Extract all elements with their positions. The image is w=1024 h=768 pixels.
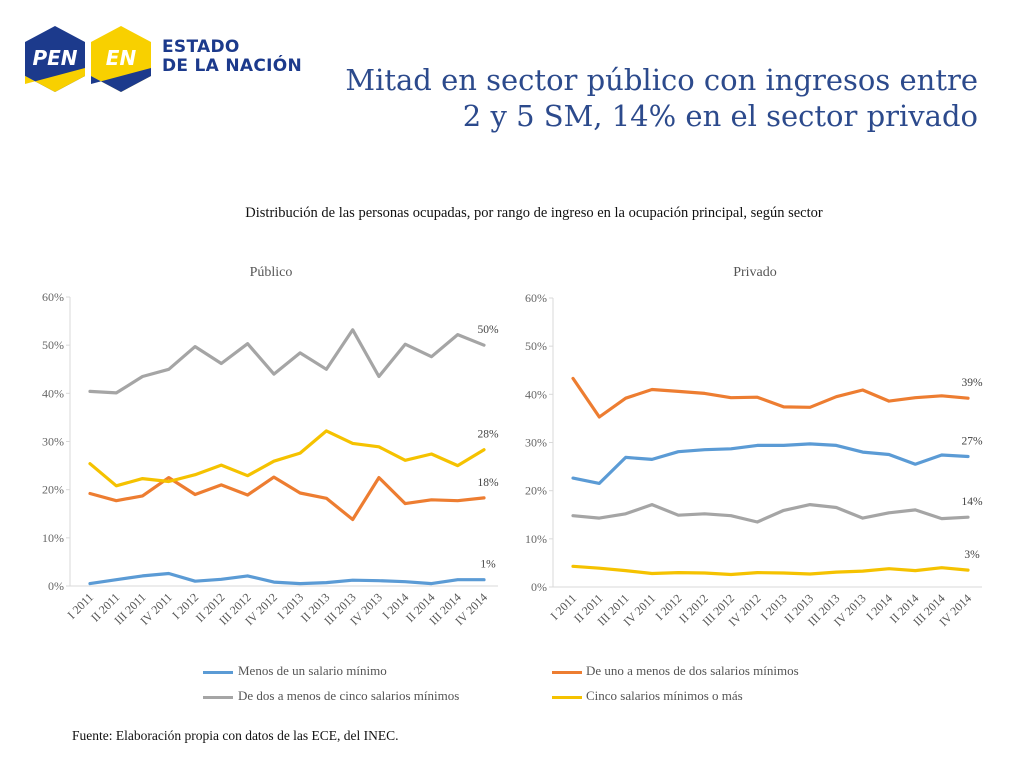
en-hexagon-logo: EN	[91, 26, 151, 92]
legend-label-cinco-mas: Cinco salarios mínimos o más	[586, 688, 743, 703]
legend-label-uno-dos: De uno a menos de dos salarios mínimos	[586, 663, 799, 678]
end-label-0-2: 50%	[477, 324, 499, 336]
end-label-0-0: 1%	[480, 559, 496, 571]
chart-subtitle: Distribución de las personas ocupadas, p…	[245, 205, 823, 221]
legend-swatch-dos-cinco	[203, 696, 233, 699]
end-label-0-1: 18%	[477, 477, 499, 489]
y-tick-label-0-2: 20%	[42, 483, 64, 497]
logo-en-text: EN	[106, 46, 137, 70]
legend-label-menos-uno: Menos de un salario mínimo	[238, 663, 387, 678]
brand-line-2: DE LA NACIÓN	[162, 56, 303, 76]
end-label-1-0: 27%	[961, 435, 983, 447]
brand-line-1: ESTADO	[162, 37, 240, 57]
end-label-1-3: 3%	[964, 549, 980, 561]
end-label-1-2: 14%	[961, 496, 983, 508]
y-tick-label-1-1: 10%	[525, 532, 547, 546]
chart-title-1: Privado	[733, 265, 777, 280]
title-line-1: Mitad en sector público con ingresos ent…	[345, 63, 978, 97]
series-line-1-1	[571, 376, 970, 419]
legend-label-dos-cinco: De dos a menos de cinco salarios mínimos	[238, 688, 460, 703]
chart-title-0: Público	[250, 265, 293, 280]
logo-pen-text: PEN	[32, 46, 77, 70]
y-tick-label-1-6: 60%	[525, 291, 547, 305]
y-tick-label-1-3: 30%	[525, 436, 547, 450]
y-tick-label-0-1: 10%	[42, 531, 64, 545]
y-tick-label-0-3: 30%	[42, 435, 64, 449]
y-tick-label-1-2: 20%	[525, 484, 547, 498]
y-tick-label-0-4: 40%	[42, 386, 64, 400]
series-line-1-2	[571, 503, 970, 524]
series-line-1-3	[571, 564, 970, 577]
brand-logo: PEN EN ESTADO DE LA NACIÓN	[22, 24, 312, 96]
y-tick-label-1-4: 40%	[525, 387, 547, 401]
series-line-1-0	[571, 442, 970, 485]
y-tick-label-0-5: 50%	[42, 338, 64, 352]
series-line-0-3	[88, 429, 486, 488]
y-tick-label-0-6: 60%	[42, 290, 64, 304]
end-label-1-1: 39%	[961, 377, 983, 389]
legend-swatch-cinco-mas	[552, 696, 582, 699]
pen-hexagon-logo: PEN	[25, 26, 85, 92]
series-line-0-2	[88, 328, 486, 395]
brand-name: ESTADO DE LA NACIÓN	[162, 38, 302, 76]
source-note: Fuente: Elaboración propia con datos de …	[72, 728, 399, 743]
y-tick-label-1-0: 0%	[531, 580, 547, 594]
page-title: Mitad en sector público con ingresos ent…	[338, 62, 978, 134]
y-tick-label-0-0: 0%	[48, 579, 64, 593]
y-tick-label-1-5: 50%	[525, 339, 547, 353]
end-label-0-3: 28%	[477, 429, 499, 441]
series-line-0-1	[88, 475, 486, 522]
series-line-0-0	[88, 571, 486, 586]
title-line-2: 2 y 5 SM, 14% en el sector privado	[462, 99, 978, 133]
legend-swatch-menos-uno	[203, 671, 233, 674]
legend-swatch-uno-dos	[552, 671, 582, 674]
